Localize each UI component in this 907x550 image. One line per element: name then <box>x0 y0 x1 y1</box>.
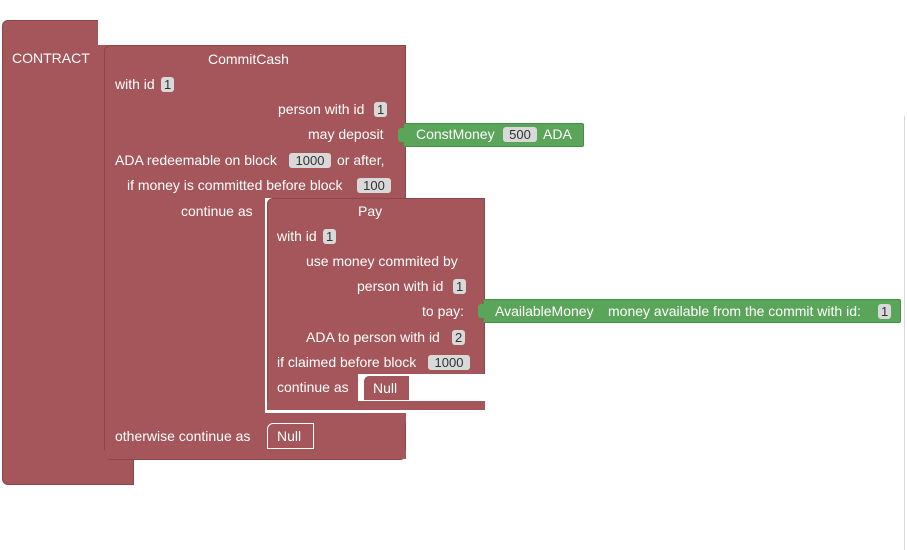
availablemoney-description: money available from the commit with id: <box>608 303 861 319</box>
pay-claimed-block-field[interactable]: 1000 <box>428 355 470 370</box>
contract-gap <box>98 20 134 45</box>
commitcash-continue-lower <box>265 413 406 423</box>
constmoney-label: ConstMoney <box>416 126 495 142</box>
commitcash-otherwise-null-block[interactable] <box>267 423 314 449</box>
availablemoney-label: AvailableMoney <box>495 303 594 319</box>
commitcash-person-label: person with id <box>278 101 365 117</box>
availablemoney-block[interactable] <box>483 299 901 323</box>
pay-person-label: person with id <box>357 278 444 294</box>
commitcash-person-field[interactable]: 1 <box>374 102 388 117</box>
commitcash-with-id-label: with id <box>115 76 155 92</box>
commitcash-continue-as-label: continue as <box>181 203 253 219</box>
pay-continue-as-label: continue as <box>277 379 349 395</box>
pay-title: Pay <box>358 203 383 219</box>
commitcash-redeem-label: ADA redeemable on block <box>115 152 277 168</box>
availablemoney-connector <box>478 304 484 318</box>
pay-ada-to-field[interactable]: 2 <box>452 330 466 345</box>
pay-continue-null-block[interactable] <box>363 375 410 401</box>
commitcash-before-block-field[interactable]: 100 <box>357 178 391 193</box>
pay-id-field[interactable]: 1 <box>323 229 337 244</box>
constmoney-unit-label: ADA <box>543 126 572 142</box>
pay-with-id-label: with id <box>277 228 317 244</box>
commitcash-or-after-label: or after, <box>337 152 385 168</box>
commitcash-may-deposit-label: may deposit <box>308 126 384 142</box>
pay-continue-null-label: Null <box>373 380 398 396</box>
pay-ada-to-label: ADA to person with id <box>306 329 440 345</box>
constmoney-amount-field[interactable]: 500 <box>503 127 537 142</box>
commitcash-otherwise-null-label: Null <box>277 428 302 444</box>
availablemoney-id-field[interactable]: 1 <box>878 304 892 319</box>
constmoney-connector <box>398 128 404 142</box>
pay-claimed-label: if claimed before block <box>277 354 417 370</box>
commitcash-title: CommitCash <box>208 51 289 67</box>
pay-to-pay-label: to pay: <box>422 303 465 319</box>
pay-use-money-label: use money commited by <box>306 253 458 269</box>
commitcash-bottom-lip <box>104 450 406 459</box>
contract-label: CONTRACT <box>12 50 90 66</box>
commitcash-before-label: if money is committed before block <box>127 177 343 193</box>
pay-person-field[interactable]: 1 <box>453 279 467 294</box>
commitcash-redeem-block-field[interactable]: 1000 <box>289 153 331 168</box>
workspace-edge <box>904 116 905 550</box>
commitcash-otherwise-label: otherwise continue as <box>115 428 251 444</box>
commitcash-id-field[interactable]: 1 <box>161 77 175 92</box>
pay-bottom-lip <box>267 401 485 410</box>
constmoney-block[interactable] <box>403 123 584 147</box>
